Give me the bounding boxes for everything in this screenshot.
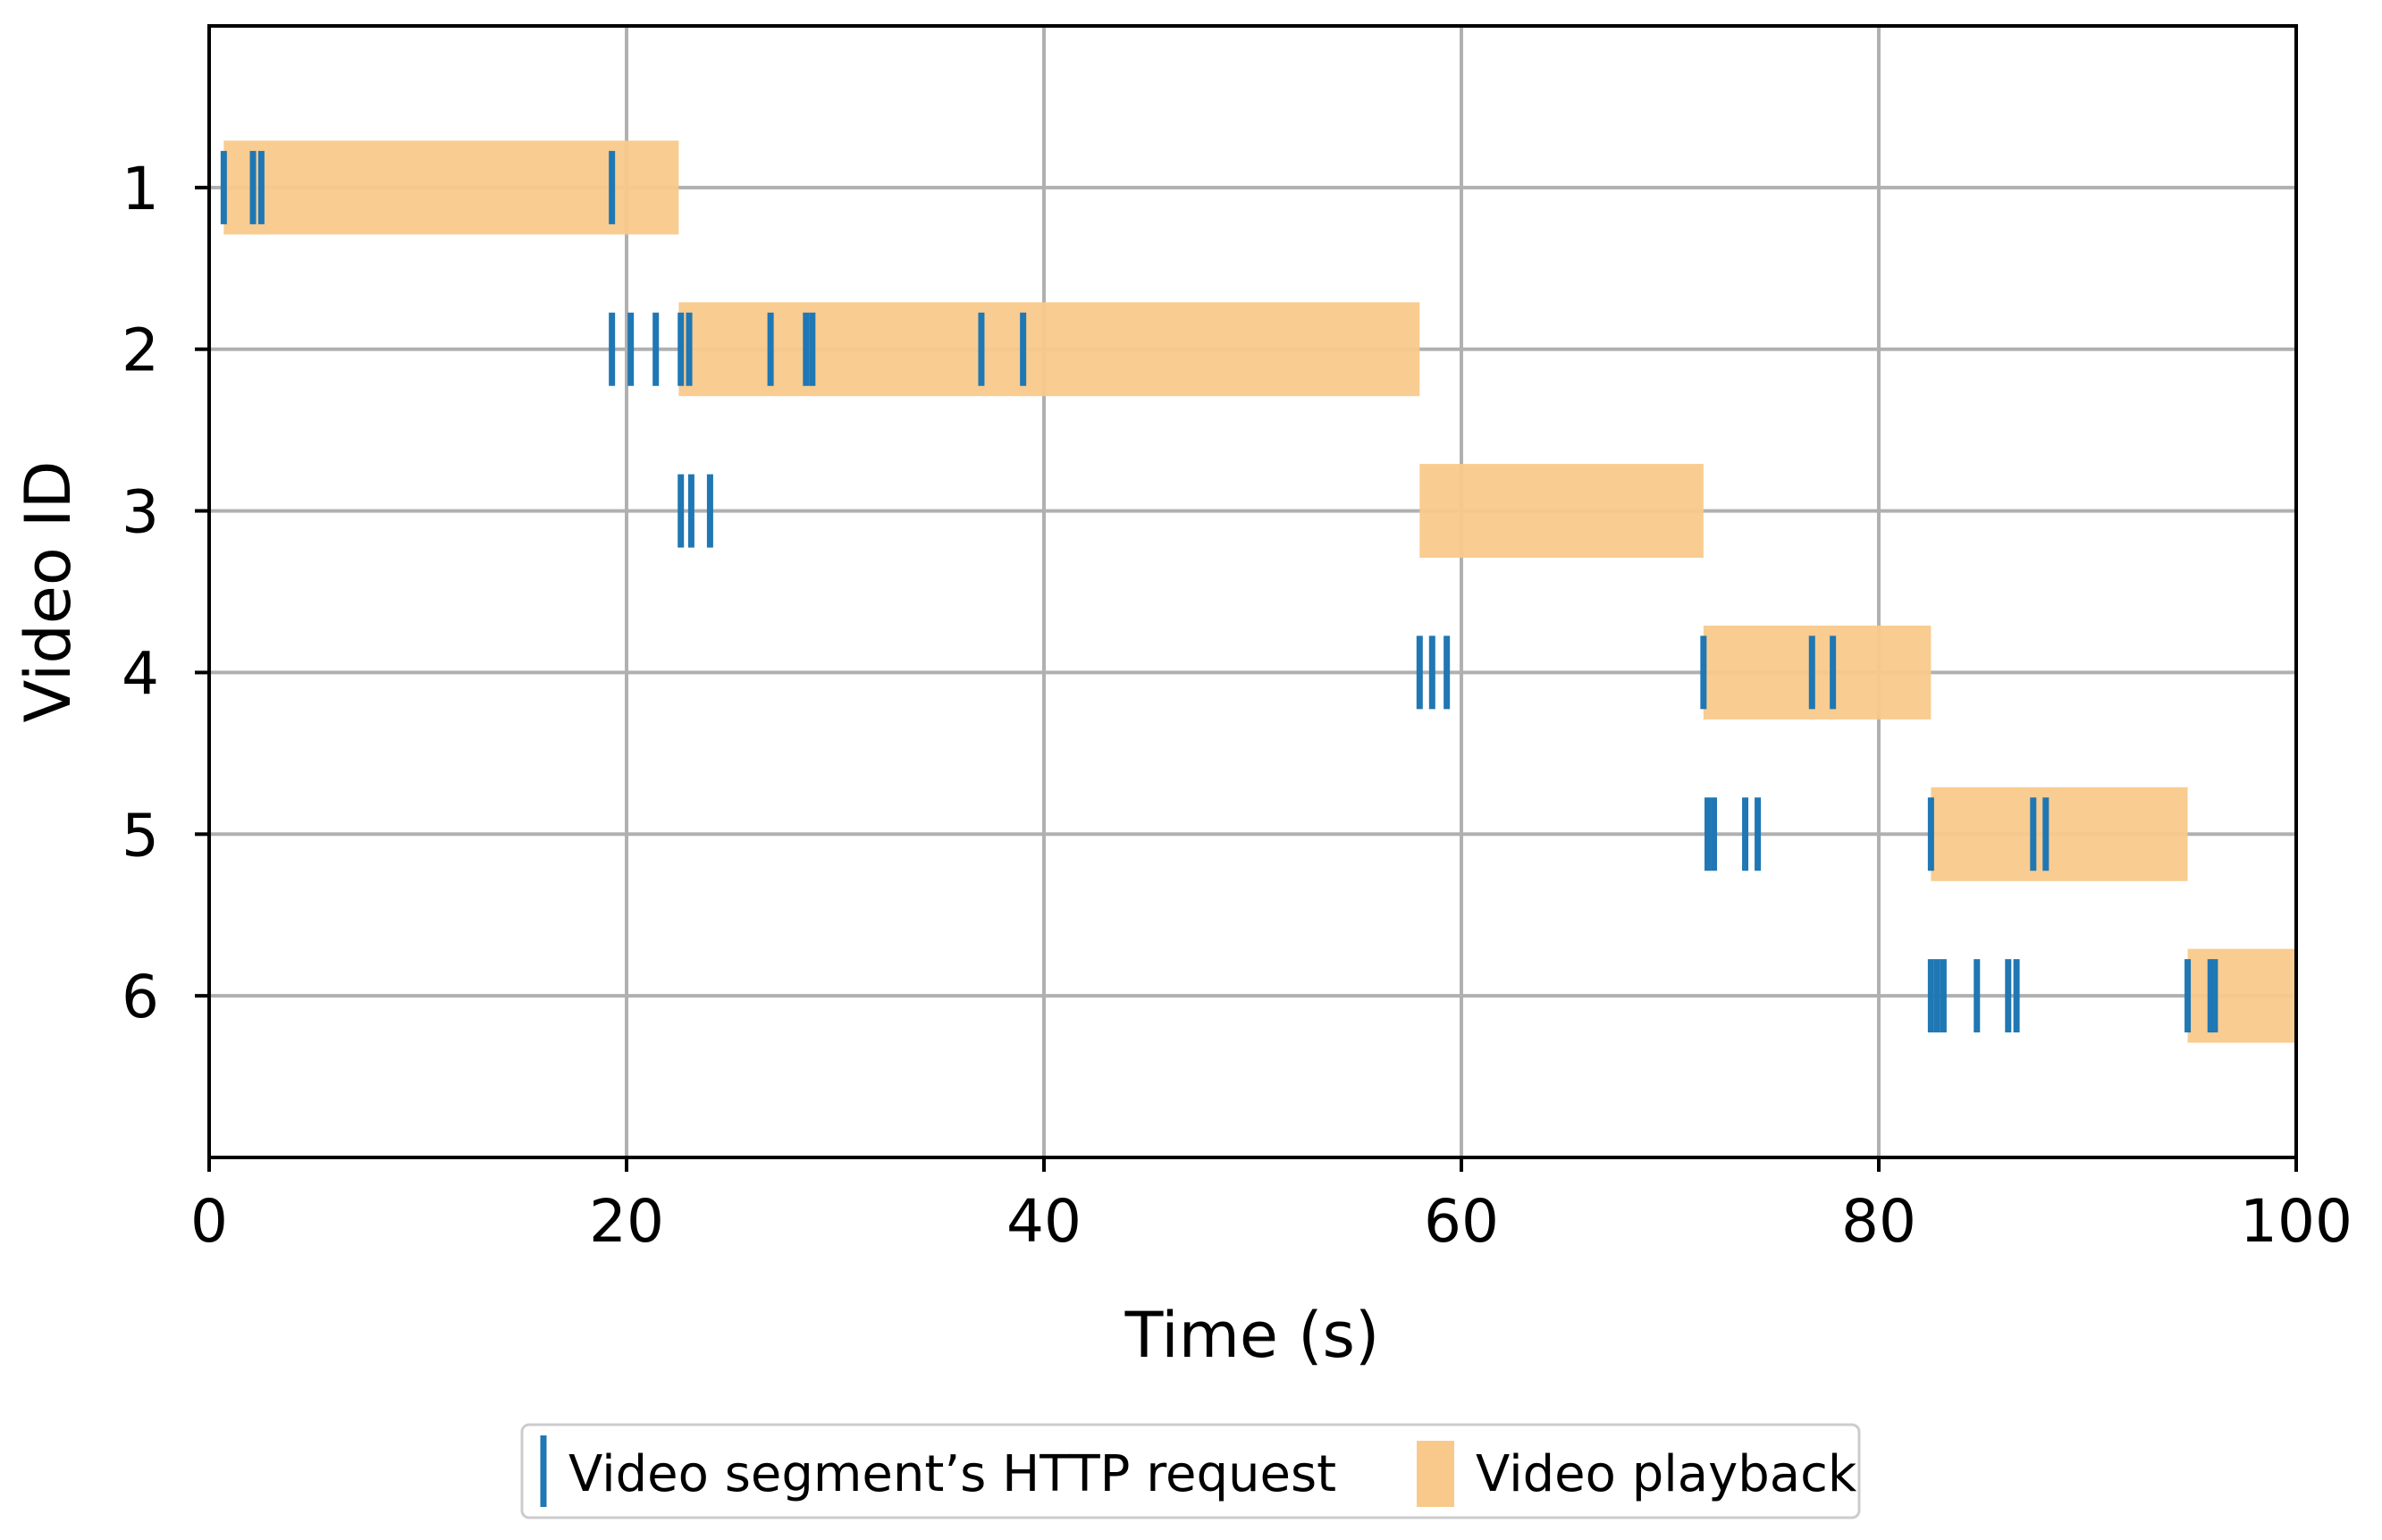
legend-playback-swatch	[1417, 1441, 1454, 1507]
x-tick-label: 20	[589, 1187, 664, 1256]
x-tick-label: 100	[2240, 1187, 2353, 1256]
legend-entry-request: Video segment’s HTTP request	[540, 1435, 1336, 1507]
plot-frame	[207, 24, 2298, 1159]
playback-bars	[223, 140, 2296, 1043]
y-tick-label: 1	[122, 155, 159, 223]
legend-request-label: Video segment’s HTTP request	[568, 1445, 1336, 1503]
playback-bar-video-2	[678, 302, 1420, 397]
x-axis: 0 20 40 60 80 100	[190, 1157, 2353, 1256]
y-axis: 1 2 3 4 5 6	[122, 155, 209, 1031]
y-axis-label: Video ID	[12, 461, 85, 723]
x-tick-label: 0	[190, 1187, 228, 1256]
x-tick-label: 60	[1424, 1187, 1499, 1256]
playback-bar-video-5	[1931, 787, 2188, 881]
playback-bar-video-1	[223, 140, 679, 235]
y-tick-label: 6	[122, 963, 159, 1031]
playback-bar-video-4	[1703, 625, 1932, 720]
playback-bar-video-6	[2187, 948, 2296, 1043]
y-tick-label: 2	[122, 316, 159, 385]
x-tick-label: 80	[1841, 1187, 1916, 1256]
legend-frame	[520, 1423, 1861, 1519]
request-ticks	[220, 150, 2218, 1033]
legend-playback-label: Video playback	[1476, 1445, 1857, 1503]
x-axis-label: Time (s)	[1124, 1299, 1380, 1372]
y-tick-label: 3	[122, 478, 159, 547]
y-tick-label: 4	[122, 639, 159, 708]
y-tick-label: 5	[122, 801, 159, 870]
playback-bar-video-3	[1419, 464, 1704, 559]
x-tick-label: 40	[1006, 1187, 1082, 1256]
legend: Video segment’s HTTP request Video playb…	[520, 1423, 1861, 1519]
legend-entry-playback: Video playback	[1417, 1441, 1857, 1507]
